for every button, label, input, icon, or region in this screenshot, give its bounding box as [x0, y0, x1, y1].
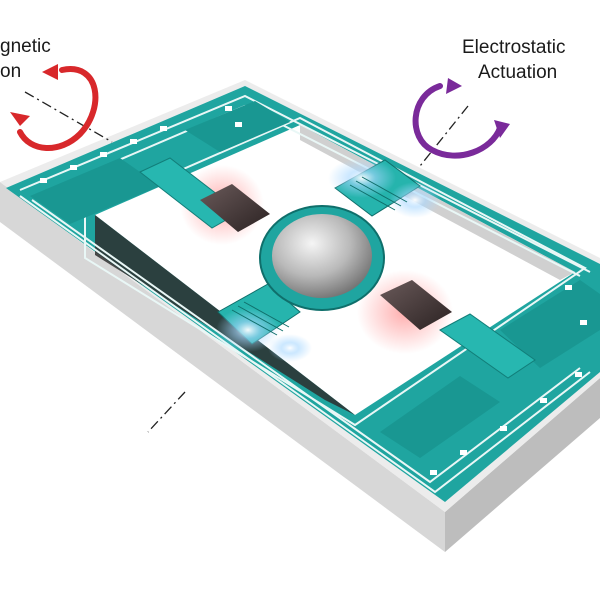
magnetic-label-line1: gnetic: [0, 36, 51, 57]
electrostatic-label-line1: Electrostatic: [462, 37, 566, 58]
magnet-left: [200, 184, 270, 232]
pad-right: [500, 280, 600, 368]
electrostatic-axis-line: [419, 105, 469, 167]
magnet-right: [380, 280, 452, 330]
pad-top-left: [30, 158, 160, 224]
comb-beam-right: [439, 313, 536, 379]
contact-squares: [40, 106, 587, 475]
electrostatic-sparks: [216, 158, 441, 362]
pad-bottom-right: [380, 376, 500, 458]
comb-fingers: [231, 176, 408, 336]
lower-axis-line: [147, 391, 186, 433]
mirror-surface: [272, 214, 372, 298]
substrate-front-side: [445, 378, 600, 552]
magnetic-rotation-arrow-icon: [10, 64, 99, 151]
magnetic-axis-line: [24, 91, 113, 143]
electrostatic-rotation-arrow-icon: [412, 78, 510, 159]
magnetic-label-line2: on: [0, 61, 22, 82]
electrostatic-label-line2: Actuation: [478, 62, 558, 83]
